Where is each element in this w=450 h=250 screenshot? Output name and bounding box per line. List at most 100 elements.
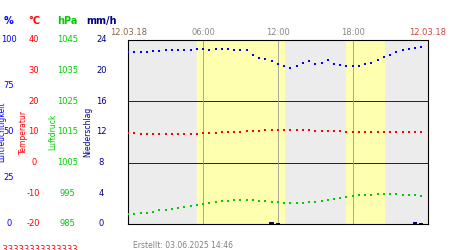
Text: -20: -20 [27, 219, 40, 228]
Text: Luftfeuchtigkeit: Luftfeuchtigkeit [0, 102, 6, 162]
Text: 20: 20 [28, 97, 39, 106]
Text: 100: 100 [1, 36, 17, 44]
Point [337, 129, 344, 133]
Point [218, 130, 225, 134]
Point [349, 130, 356, 134]
Bar [197, 40, 284, 224]
Point [312, 200, 319, 204]
Text: 4: 4 [99, 189, 104, 198]
Point [306, 200, 313, 204]
Point [193, 204, 200, 208]
Point [193, 47, 200, 51]
Text: mm/h: mm/h [86, 16, 117, 26]
Point [380, 55, 387, 59]
Text: 33.33333333333333: 33.33333333333333 [0, 246, 78, 250]
Point [374, 130, 381, 134]
Point [225, 130, 232, 134]
Point [206, 201, 213, 205]
Point [399, 130, 406, 134]
Point [299, 61, 306, 65]
Point [243, 198, 250, 202]
Text: 1015: 1015 [57, 128, 78, 136]
Point [287, 201, 294, 205]
Point [212, 131, 219, 135]
Point [156, 49, 163, 53]
Point [299, 128, 306, 132]
Point [162, 48, 169, 52]
Point [218, 199, 225, 203]
Point [343, 195, 350, 199]
Point [187, 48, 194, 52]
Point [262, 128, 269, 132]
Text: 0: 0 [6, 219, 12, 228]
Point [349, 194, 356, 198]
Point [125, 212, 132, 216]
Point [399, 48, 406, 52]
Point [149, 210, 157, 214]
Text: 0: 0 [99, 219, 104, 228]
Point [237, 130, 244, 134]
Point [361, 130, 369, 134]
Point [218, 47, 225, 51]
Point [137, 132, 144, 136]
Point [343, 130, 350, 134]
Point [212, 47, 219, 51]
Point [324, 58, 331, 62]
Point [337, 63, 344, 67]
Point [262, 199, 269, 203]
Point [387, 53, 394, 57]
Point [168, 132, 176, 136]
Point [337, 196, 344, 200]
Point [399, 193, 406, 197]
Point [418, 194, 425, 198]
Point [280, 201, 288, 205]
Text: Temperatur: Temperatur [19, 110, 28, 154]
Point [293, 201, 300, 205]
Bar [419, 222, 423, 224]
Point [318, 129, 325, 133]
Point [225, 199, 232, 203]
Point [318, 61, 325, 65]
Point [387, 130, 394, 134]
Point [411, 46, 418, 50]
Point [181, 132, 188, 136]
Point [356, 64, 363, 68]
Point [187, 132, 194, 136]
Point [162, 132, 169, 136]
Point [181, 206, 188, 210]
Text: °C: °C [28, 16, 40, 26]
Point [368, 61, 375, 65]
Point [268, 128, 275, 132]
Point [361, 193, 369, 197]
Text: 16: 16 [96, 97, 107, 106]
Text: 12: 12 [96, 128, 107, 136]
Point [411, 193, 418, 197]
Point [144, 50, 151, 54]
Point [330, 197, 338, 201]
Text: 0: 0 [31, 158, 36, 167]
Point [249, 53, 256, 57]
Text: 75: 75 [4, 82, 14, 90]
Point [199, 47, 207, 51]
Point [380, 130, 387, 134]
Point [237, 48, 244, 52]
Point [374, 192, 381, 196]
Point [368, 193, 375, 197]
Point [168, 48, 176, 52]
Point [144, 210, 151, 214]
Bar [413, 222, 417, 224]
Text: 995: 995 [59, 189, 76, 198]
Point [393, 50, 400, 54]
Point [330, 129, 338, 133]
Point [149, 49, 157, 53]
Point [187, 204, 194, 208]
Point [256, 199, 263, 203]
Point [243, 48, 250, 52]
Point [356, 130, 363, 134]
Point [137, 50, 144, 54]
Point [131, 212, 138, 216]
Text: %: % [4, 16, 14, 26]
Text: 25: 25 [4, 173, 14, 182]
Point [387, 192, 394, 196]
Text: -10: -10 [27, 189, 40, 198]
